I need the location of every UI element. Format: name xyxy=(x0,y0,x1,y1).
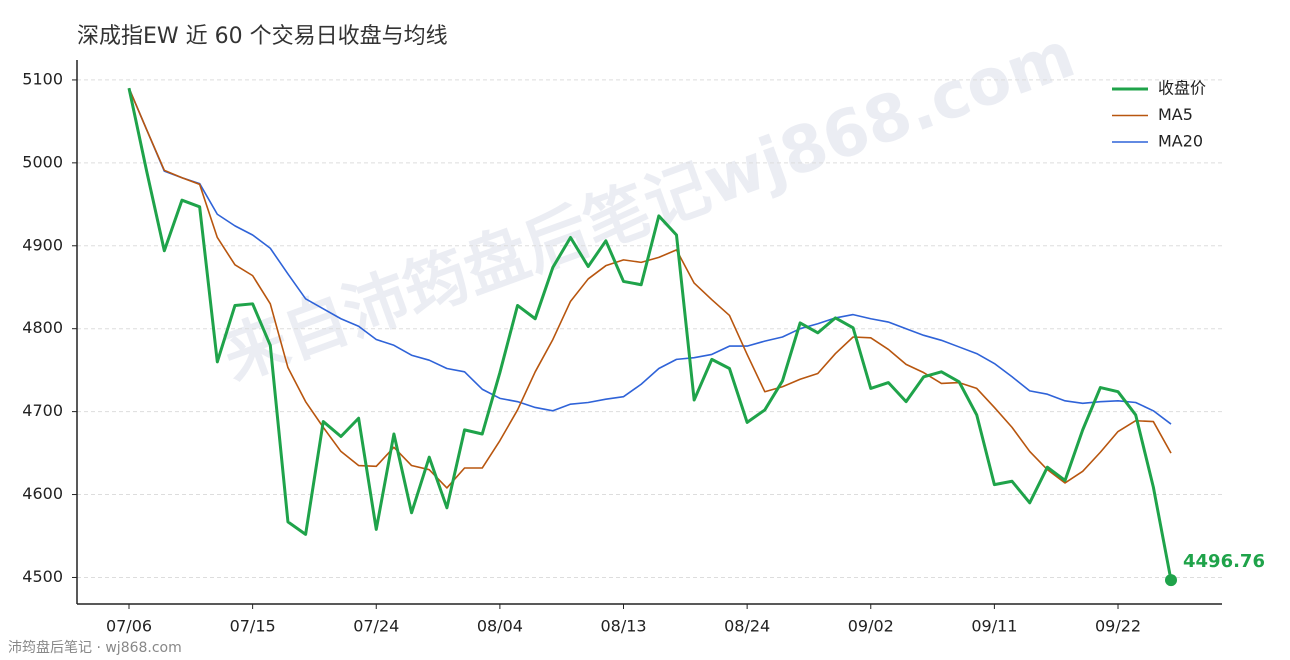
series-line xyxy=(127,87,1173,581)
y-tick-label: 5100 xyxy=(22,69,63,88)
x-tick-label: 07/06 xyxy=(106,617,152,636)
legend-label: 收盘价 xyxy=(1158,79,1206,98)
y-tick-label: 4500 xyxy=(22,567,63,586)
series-line xyxy=(128,87,1172,425)
x-tick-label: 08/24 xyxy=(724,617,770,636)
y-tick-label: 4900 xyxy=(22,235,63,254)
x-tick-label: 09/11 xyxy=(971,617,1017,636)
y-tick-label: 4600 xyxy=(22,484,63,503)
legend-label: MA20 xyxy=(1158,132,1203,151)
chart-title: 深成指EW 近 60 个交易日收盘与均线 xyxy=(77,24,448,49)
x-tick-label: 09/22 xyxy=(1095,617,1141,636)
x-tick-label: 07/15 xyxy=(230,617,276,636)
legend-label: MA5 xyxy=(1158,105,1193,124)
y-tick-label: 4800 xyxy=(22,318,63,337)
y-tick-label: 5000 xyxy=(22,152,63,171)
x-tick-label: 09/02 xyxy=(848,617,894,636)
series-line xyxy=(128,87,1172,489)
x-tick-label: 08/13 xyxy=(600,617,646,636)
watermark: 来自沛筠盘后笔记wj868.com xyxy=(214,18,1085,395)
last-point xyxy=(1165,574,1177,587)
footer: 沛筠盘后笔记 · wj868.com xyxy=(8,639,182,656)
x-tick-label: 07/24 xyxy=(353,617,399,636)
x-tick-label: 08/04 xyxy=(477,617,523,636)
y-tick-label: 4700 xyxy=(22,401,63,420)
last-value-label: 4496.76 xyxy=(1183,551,1265,572)
